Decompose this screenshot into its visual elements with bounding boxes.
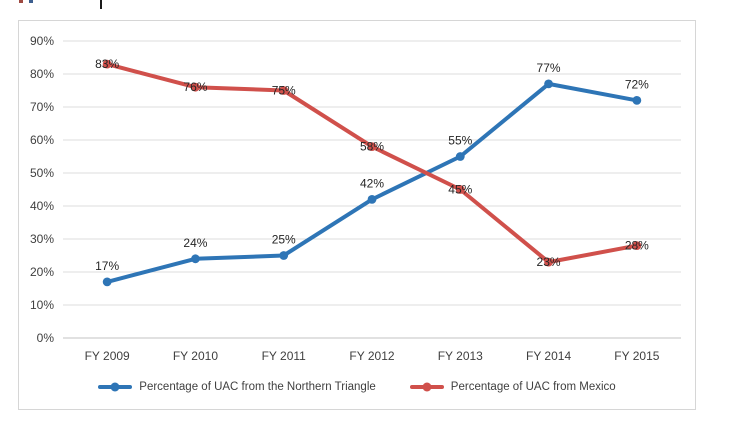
data-point-marker: [632, 96, 642, 105]
uac-percentage-line-chart: 0% 10% 20% 30% 40% 50% 60% 70% 80% 90% FY 2009 FY 2…: [30, 34, 681, 363]
data-point-marker: [544, 257, 553, 267]
data-label: 45%: [448, 183, 472, 197]
data-point-marker: [544, 79, 553, 89]
y-tick-label: 10%: [30, 298, 54, 312]
legend-item-mexico: Percentage of UAC from Mexico: [409, 381, 616, 393]
y-tick-label: 0%: [37, 331, 55, 345]
legend-line-marker-icon: [409, 382, 444, 392]
x-tick-label: FY 2011: [262, 349, 307, 363]
data-point-marker: [367, 195, 377, 204]
data-point-marker: [455, 152, 465, 161]
data-point-marker: [102, 59, 112, 69]
data-label: 55%: [448, 134, 472, 148]
data-label: 23%: [537, 255, 561, 269]
x-tick-label: FY 2012: [349, 349, 394, 363]
data-point-marker: [279, 86, 289, 95]
y-tick-label: 30%: [30, 232, 54, 246]
data-point-marker: [191, 82, 200, 92]
data-label: 42%: [360, 176, 384, 190]
legend-item-northern-triangle: Percentage of UAC from the Northern Tria…: [98, 381, 376, 393]
data-point-marker: [102, 277, 112, 287]
data-label: 24%: [183, 236, 207, 250]
x-tick-label: FY 2015: [614, 349, 659, 363]
legend-label: Percentage of UAC from the Northern Tria…: [139, 381, 376, 393]
cropped-text-remnant-icon: [29, 0, 33, 3]
data-point-marker: [455, 185, 465, 194]
x-tick-label: FY 2010: [173, 349, 218, 363]
data-point-marker: [191, 254, 200, 264]
data-point-marker: [367, 142, 377, 151]
y-tick-label: 20%: [30, 265, 54, 279]
data-label: 72%: [625, 77, 649, 91]
y-tick-label: 40%: [30, 199, 54, 213]
data-label: 83%: [95, 57, 119, 71]
y-tick-label: 80%: [30, 67, 54, 81]
data-label: 28%: [625, 239, 649, 253]
data-label: 77%: [537, 61, 561, 75]
legend-label: Percentage of UAC from Mexico: [450, 381, 616, 393]
y-tick-label: 70%: [30, 100, 54, 114]
data-label: 25%: [272, 233, 296, 247]
text-cursor-remnant-icon: [100, 0, 102, 9]
data-point-marker: [632, 241, 642, 251]
data-label: 58%: [360, 140, 384, 154]
data-point-marker: [279, 251, 289, 260]
x-tick-label: FY 2009: [85, 349, 130, 363]
chart-legend: Percentage of UAC from the Northern Tria…: [19, 381, 695, 393]
legend-dot-icon: [110, 382, 120, 392]
legend-dot-icon: [422, 382, 432, 392]
data-label: 75%: [272, 84, 296, 98]
x-tick-label: FY 2014: [526, 349, 571, 363]
data-label: 17%: [95, 259, 119, 273]
y-tick-label: 50%: [30, 166, 54, 180]
cropped-text-remnant-icon: [19, 0, 23, 3]
x-tick-label: FY 2013: [438, 349, 483, 363]
data-label: 76%: [183, 80, 207, 94]
y-tick-label: 90%: [30, 34, 54, 48]
y-tick-label: 60%: [30, 133, 54, 147]
legend-line-marker-icon: [98, 382, 133, 392]
chart-area: 0% 10% 20% 30% 40% 50% 60% 70% 80% 90% FY 2009 FY 2…: [18, 20, 696, 410]
